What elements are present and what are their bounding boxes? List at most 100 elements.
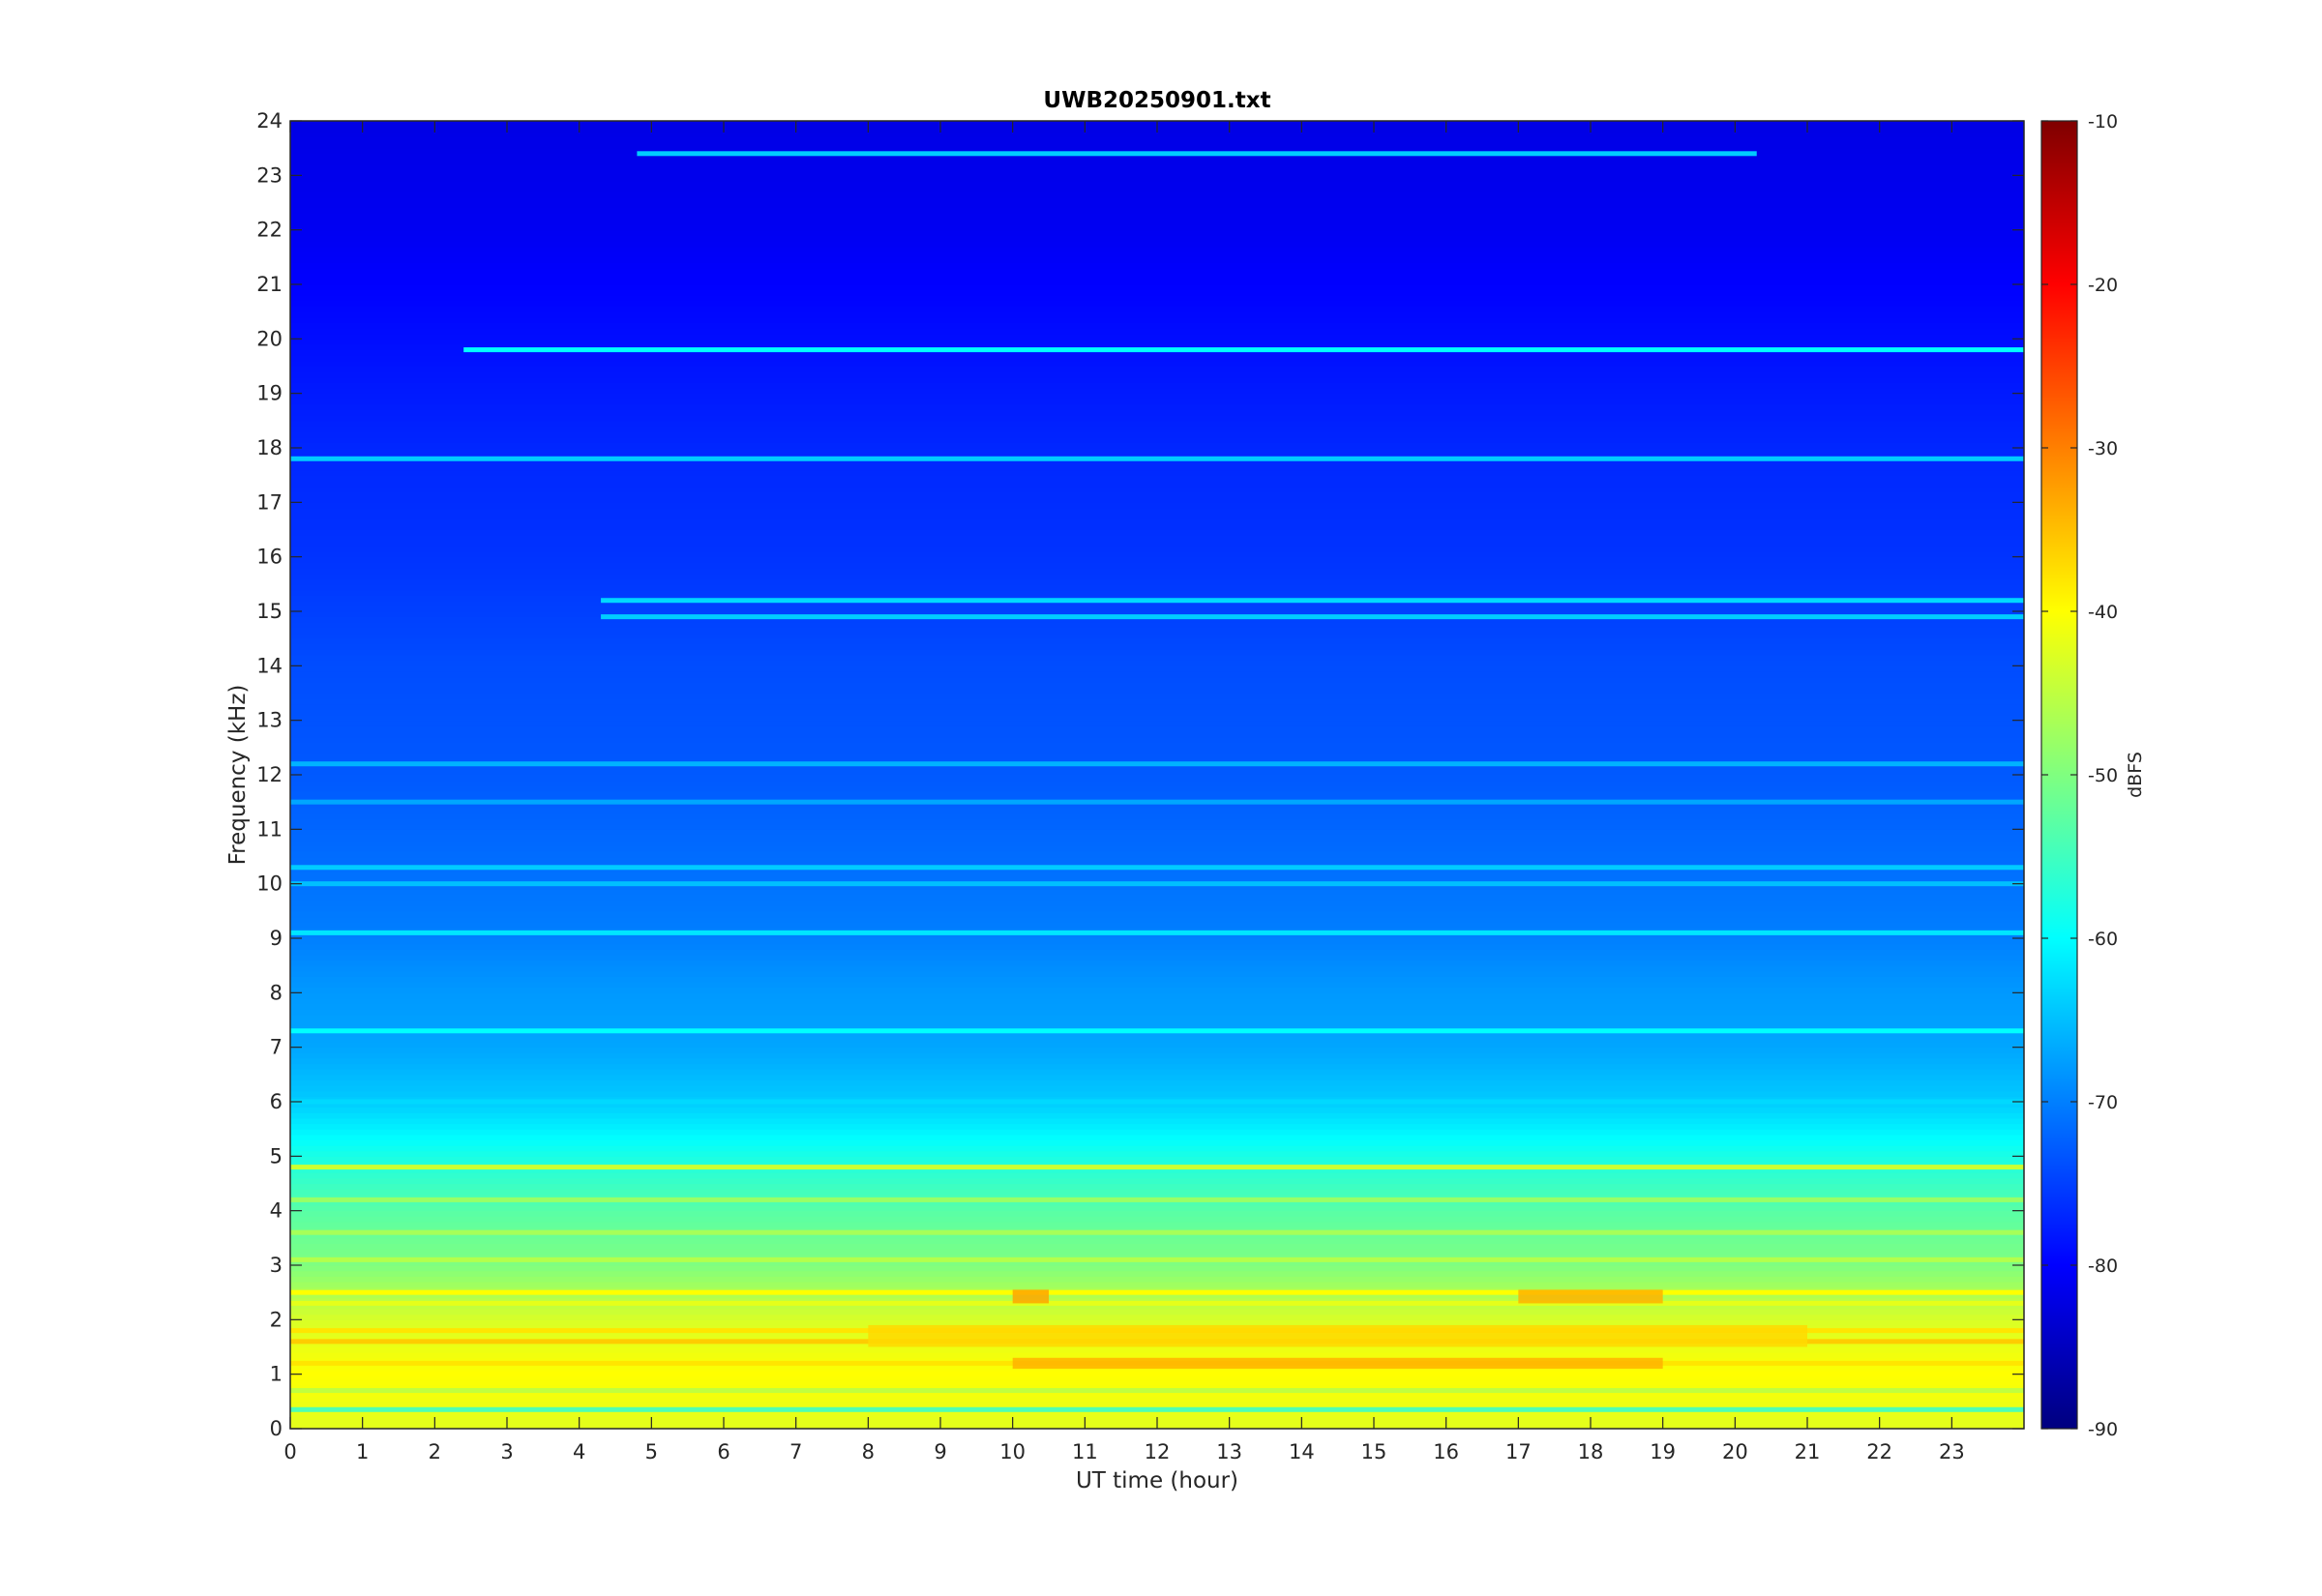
intensity-band xyxy=(290,388,2024,395)
intensity-band xyxy=(290,1150,2024,1157)
intensity-band xyxy=(290,1036,2024,1043)
intensity-band xyxy=(290,420,2024,428)
intensity-band xyxy=(290,175,2024,182)
intensity-band xyxy=(290,349,2024,356)
intensity-band xyxy=(290,284,2024,291)
intensity-band xyxy=(290,224,2024,231)
intensity-band xyxy=(290,845,2024,852)
y-tick-label: 12 xyxy=(256,763,283,786)
intensity-band xyxy=(290,1309,2024,1315)
narrowband-line xyxy=(290,865,2024,871)
intensity-band xyxy=(290,376,2024,383)
intensity-band xyxy=(290,463,2024,471)
intensity-band xyxy=(290,1183,2024,1190)
intensity-band xyxy=(290,1401,2024,1408)
x-tick-label: 17 xyxy=(1505,1440,1532,1463)
intensity-band xyxy=(290,333,2024,340)
y-tick-label: 19 xyxy=(256,382,283,405)
intensity-band xyxy=(290,753,2024,759)
intensity-band xyxy=(290,1243,2024,1250)
intensity-band xyxy=(290,954,2024,961)
x-tick-label: 4 xyxy=(573,1440,585,1463)
intensity-band xyxy=(290,1319,2024,1326)
x-tick-label: 18 xyxy=(1578,1440,1604,1463)
intensity-band xyxy=(290,192,2024,198)
intensity-band xyxy=(290,730,2024,738)
colorbar-tick-label: -80 xyxy=(2088,1256,2118,1277)
intensity-band xyxy=(290,1090,2024,1097)
intensity-band xyxy=(290,1042,2024,1049)
intensity-band xyxy=(290,507,2024,515)
chart-title: UWB20250901.txt xyxy=(1043,88,1270,113)
intensity-band xyxy=(290,403,2024,411)
intensity-band xyxy=(290,186,2024,192)
intensity-band xyxy=(290,540,2024,547)
intensity-band xyxy=(290,491,2024,498)
intensity-band xyxy=(290,932,2024,939)
intensity-band xyxy=(290,273,2024,280)
narrowband-line xyxy=(290,1289,2024,1295)
narrowband-line xyxy=(290,1256,2024,1262)
x-tick-label: 22 xyxy=(1866,1440,1892,1463)
intensity-band xyxy=(290,649,2024,656)
narrowband-line xyxy=(290,761,2024,767)
intensity-band xyxy=(290,862,2024,869)
intensity-band xyxy=(290,703,2024,710)
intensity-band xyxy=(290,573,2024,579)
intensity-band xyxy=(290,758,2024,765)
intensity-band xyxy=(290,148,2024,155)
narrowband-line xyxy=(290,1197,2024,1202)
intensity-band xyxy=(290,523,2024,531)
intensity-band xyxy=(290,715,2024,722)
intensity-band xyxy=(290,289,2024,296)
intensity-band xyxy=(290,1161,2024,1168)
intensity-band xyxy=(290,262,2024,269)
x-tick-label: 9 xyxy=(934,1440,946,1463)
y-tick-label: 1 xyxy=(270,1363,283,1386)
strong-emission xyxy=(1012,1289,1049,1304)
intensity-band xyxy=(290,343,2024,351)
y-tick-label: 3 xyxy=(270,1254,283,1277)
intensity-band xyxy=(290,922,2024,929)
intensity-band xyxy=(290,736,2024,743)
x-axis-label: UT time (hour) xyxy=(1076,1468,1238,1493)
y-tick-label: 18 xyxy=(256,436,283,459)
intensity-band xyxy=(290,169,2024,176)
intensity-band xyxy=(290,611,2024,618)
intensity-band xyxy=(290,807,2024,814)
narrowband-line xyxy=(290,881,2024,887)
intensity-band xyxy=(290,867,2024,873)
x-tick-label: 14 xyxy=(1289,1440,1315,1463)
x-tick-label: 16 xyxy=(1433,1440,1459,1463)
intensity-band xyxy=(290,208,2024,215)
y-tick-label: 10 xyxy=(256,872,283,896)
x-tick-label: 7 xyxy=(789,1440,802,1463)
intensity-band xyxy=(290,910,2024,918)
intensity-band xyxy=(290,311,2024,318)
intensity-band xyxy=(290,442,2024,449)
intensity-band xyxy=(290,1232,2024,1239)
intensity-band xyxy=(290,426,2024,432)
intensity-band xyxy=(290,655,2024,662)
intensity-band xyxy=(290,1379,2024,1386)
intensity-band xyxy=(290,513,2024,519)
intensity-band xyxy=(290,180,2024,188)
narrowband-line xyxy=(290,1229,2024,1235)
intensity-band xyxy=(290,643,2024,651)
x-tick-label: 3 xyxy=(500,1440,513,1463)
intensity-band xyxy=(290,486,2024,492)
intensity-band xyxy=(290,153,2024,161)
intensity-band xyxy=(290,856,2024,863)
colorbar-tick-label: -70 xyxy=(2088,1092,2118,1113)
x-tick-label: 6 xyxy=(717,1440,729,1463)
y-tick-label: 0 xyxy=(270,1417,283,1440)
x-tick-label: 12 xyxy=(1145,1440,1171,1463)
intensity-band xyxy=(290,371,2024,378)
y-tick-label: 14 xyxy=(256,654,283,677)
intensity-band xyxy=(290,1237,2024,1245)
intensity-band xyxy=(290,1254,2024,1260)
intensity-band xyxy=(290,202,2024,209)
intensity-band xyxy=(290,600,2024,606)
intensity-band xyxy=(290,1205,2024,1212)
narrowband-line xyxy=(601,598,2024,604)
